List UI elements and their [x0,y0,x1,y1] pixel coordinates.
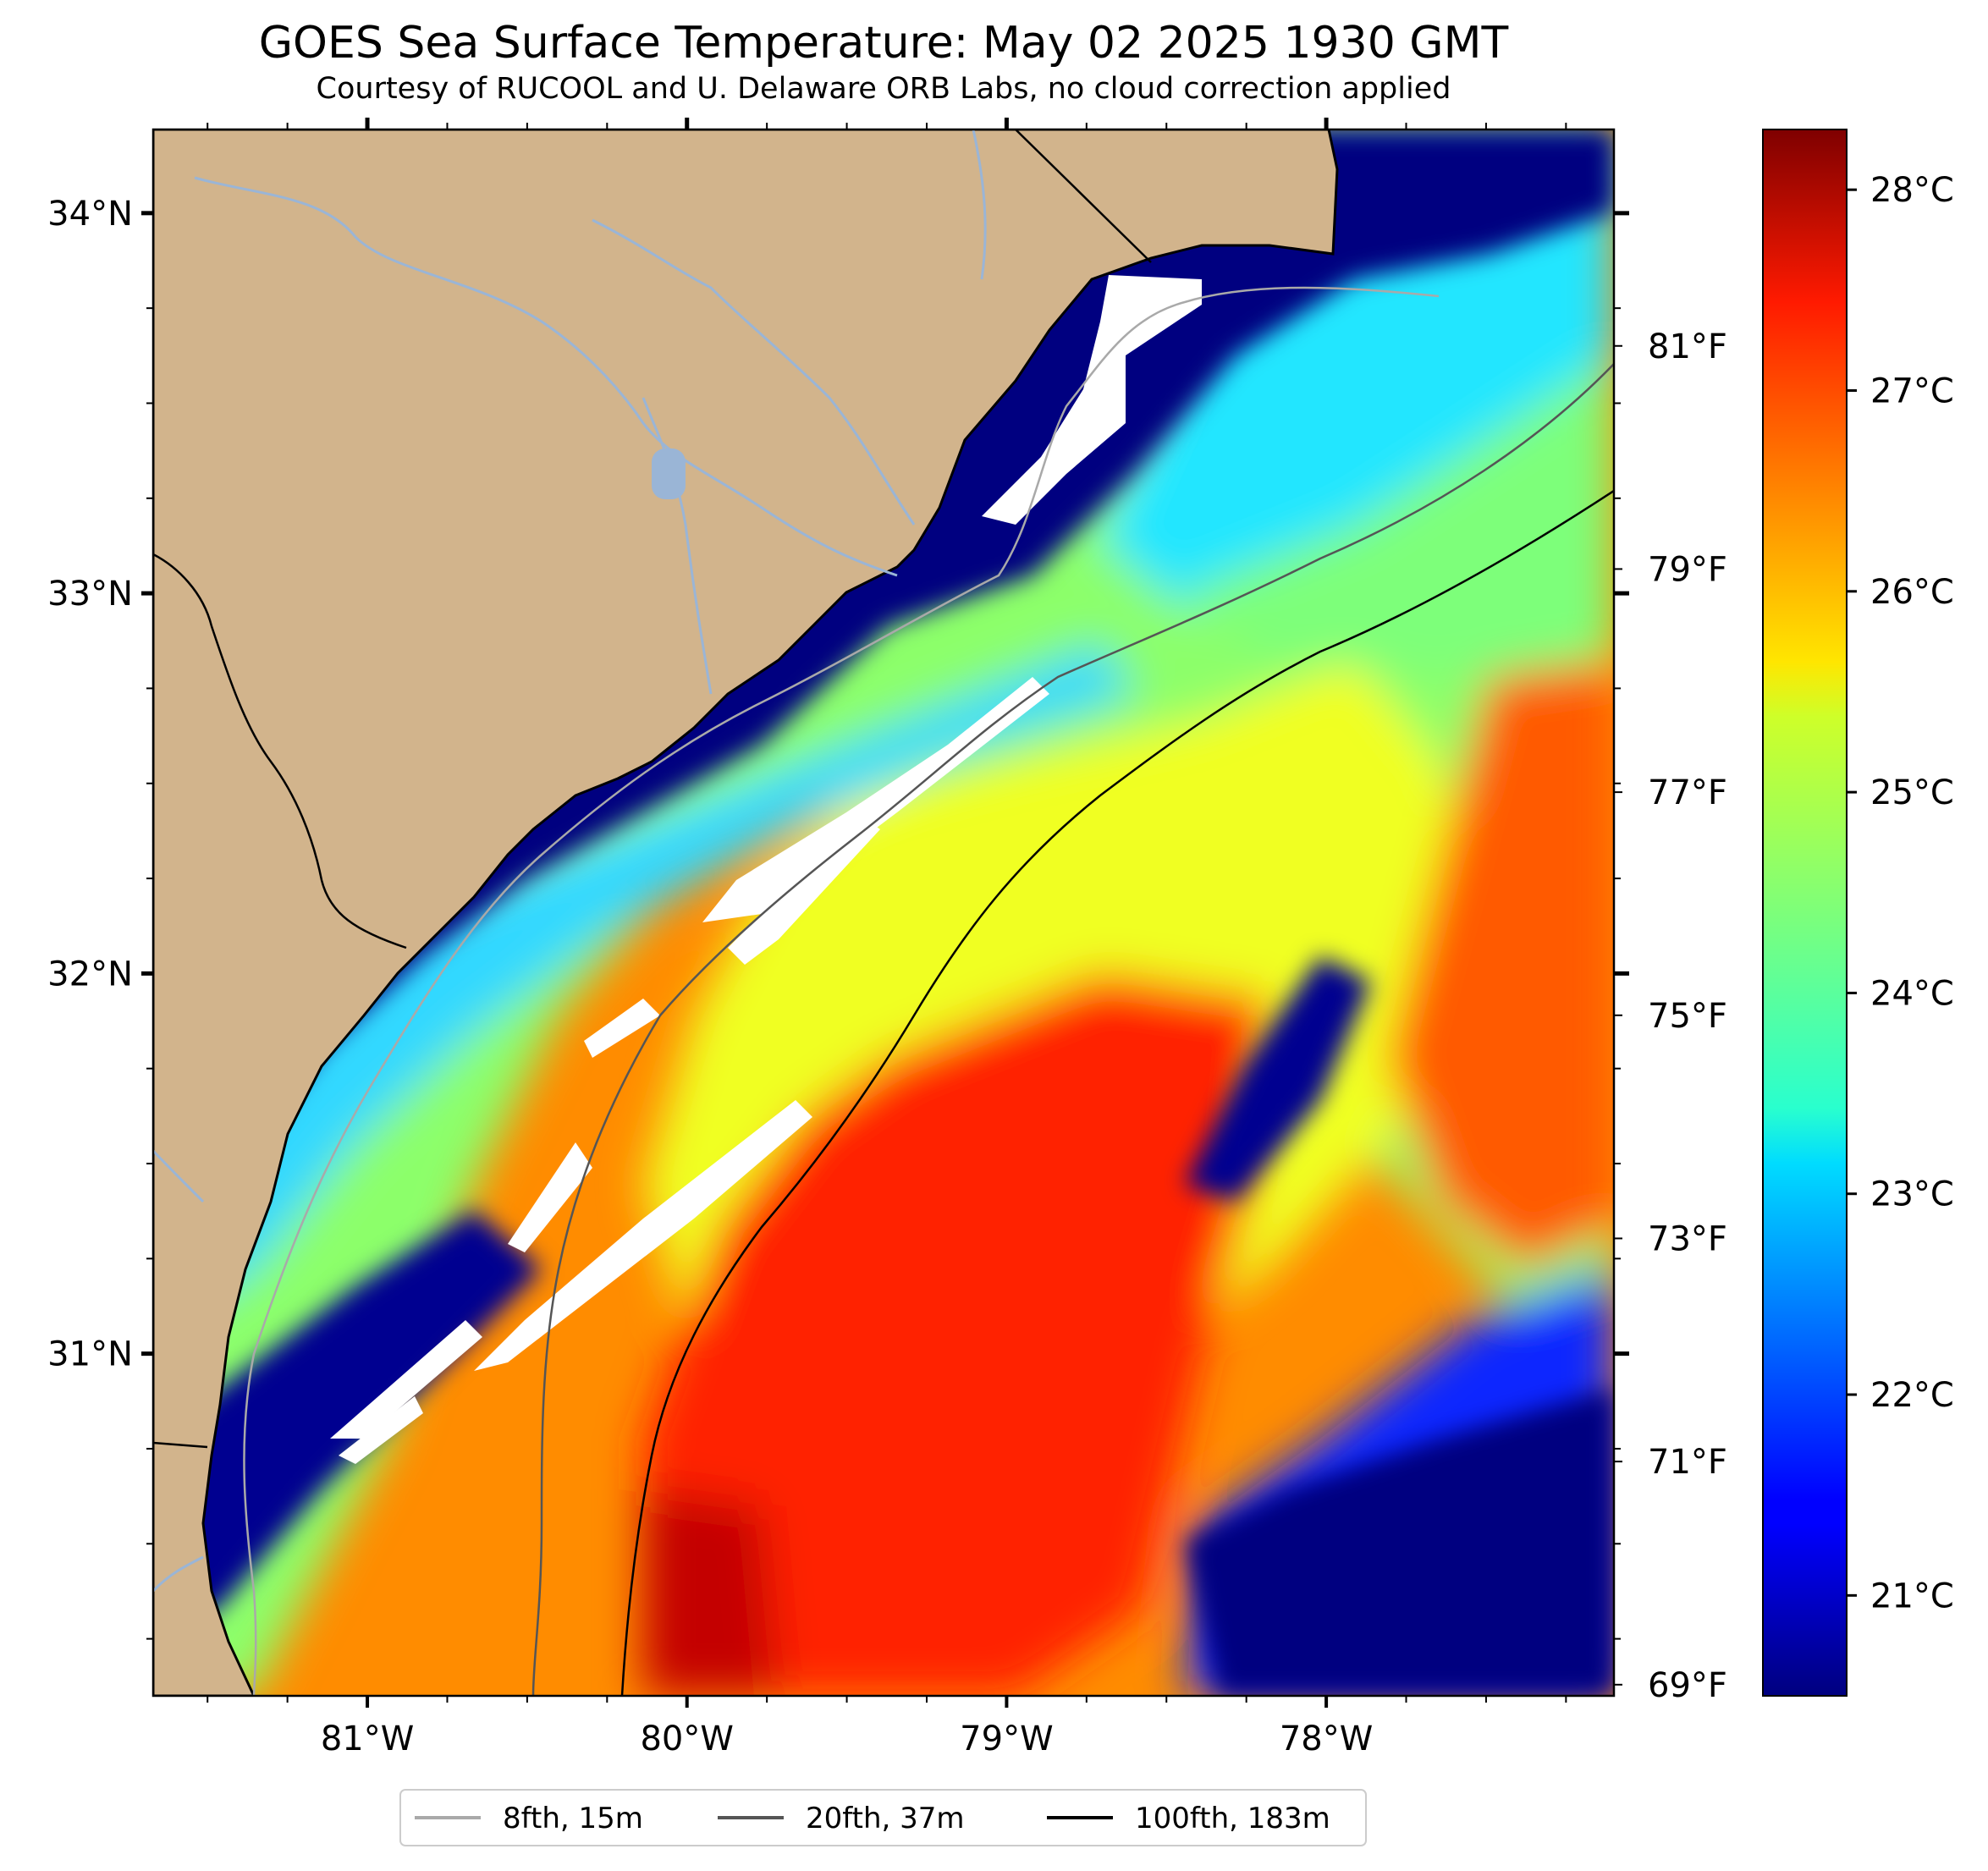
sst-red-core [643,973,1269,1696]
legend-label-8fth: 8fth, 15m [503,1802,643,1835]
contour-100fth [620,489,1614,1696]
legend: 8fth, 15m 20fth, 37m 100fth, 183m [399,1789,1367,1846]
colorbar-ticks: 28°C 27°C 26°C 25°C 24°C 23°C 22°C 21°C [1847,171,1954,1615]
sst-green-ne [1185,355,1614,677]
lat-tick-label: 33°N [47,575,133,614]
colorbar-tick-label: 25°C [1870,773,1954,812]
f-tick-label: 71°F [1648,1443,1727,1482]
lon-tick-label: 81°W [321,1720,414,1758]
bathymetry [243,286,1614,1696]
f-tick-label: 79°F [1648,550,1727,589]
sst-cold-filament [1185,956,1371,1202]
sst-cold-southeast [1185,1388,1614,1696]
sst-orange-east [1388,660,1614,1269]
colorbar [1762,129,1848,1697]
lat-tick-label: 31°N [47,1335,133,1374]
f-tick-label: 81°F [1648,327,1727,366]
lat-tick-label: 32°N [47,955,133,993]
lon-tick-label: 80°W [640,1720,733,1758]
lat-tick-label: 34°N [47,195,133,234]
colorbar-tick-label: 22°C [1870,1376,1954,1415]
f-tick-label: 77°F [1648,773,1727,812]
sst-deep-red [643,1489,779,1696]
figure-subtitle: Courtesy of RUCOOL and U. Delaware ORB L… [317,72,1451,106]
legend-box [399,1789,1367,1846]
colorbar-tick-label: 24°C [1870,974,1954,1013]
contour-8fth [243,286,1440,1696]
legend-label-100fth: 100fth, 183m [1135,1802,1330,1835]
state-border [153,553,407,949]
colorbar-tick-label: 21°C [1870,1577,1954,1615]
map-frame [151,128,1616,1698]
f-tick-label: 73°F [1648,1219,1727,1258]
lon-tick-label: 79°W [960,1720,1053,1758]
figure-title: GOES Sea Surface Temperature: May 02 202… [259,18,1509,69]
contour-20fth [531,363,1614,1696]
land [153,129,1339,1696]
f-tick-label: 75°F [1648,997,1727,1036]
legend-label-20fth: 20fth, 37m [806,1802,965,1835]
colorbar-tick-label: 23°C [1870,1175,1954,1214]
f-tick-label: 69°F [1648,1666,1727,1705]
lon-tick-label: 78°W [1280,1720,1373,1758]
map-ticks: 81°W 80°W 79°W 78°W 34°N 33°N 32°N 31°N 81°F 79°F… [47,118,1727,1758]
land-layer [153,129,1339,1696]
colorbar-tick-label: 26°C [1870,573,1954,612]
no-data-patches [330,275,1202,1464]
colorbar-tick-label: 28°C [1870,171,1954,210]
colorbar-tick-label: 27°C [1870,372,1954,411]
